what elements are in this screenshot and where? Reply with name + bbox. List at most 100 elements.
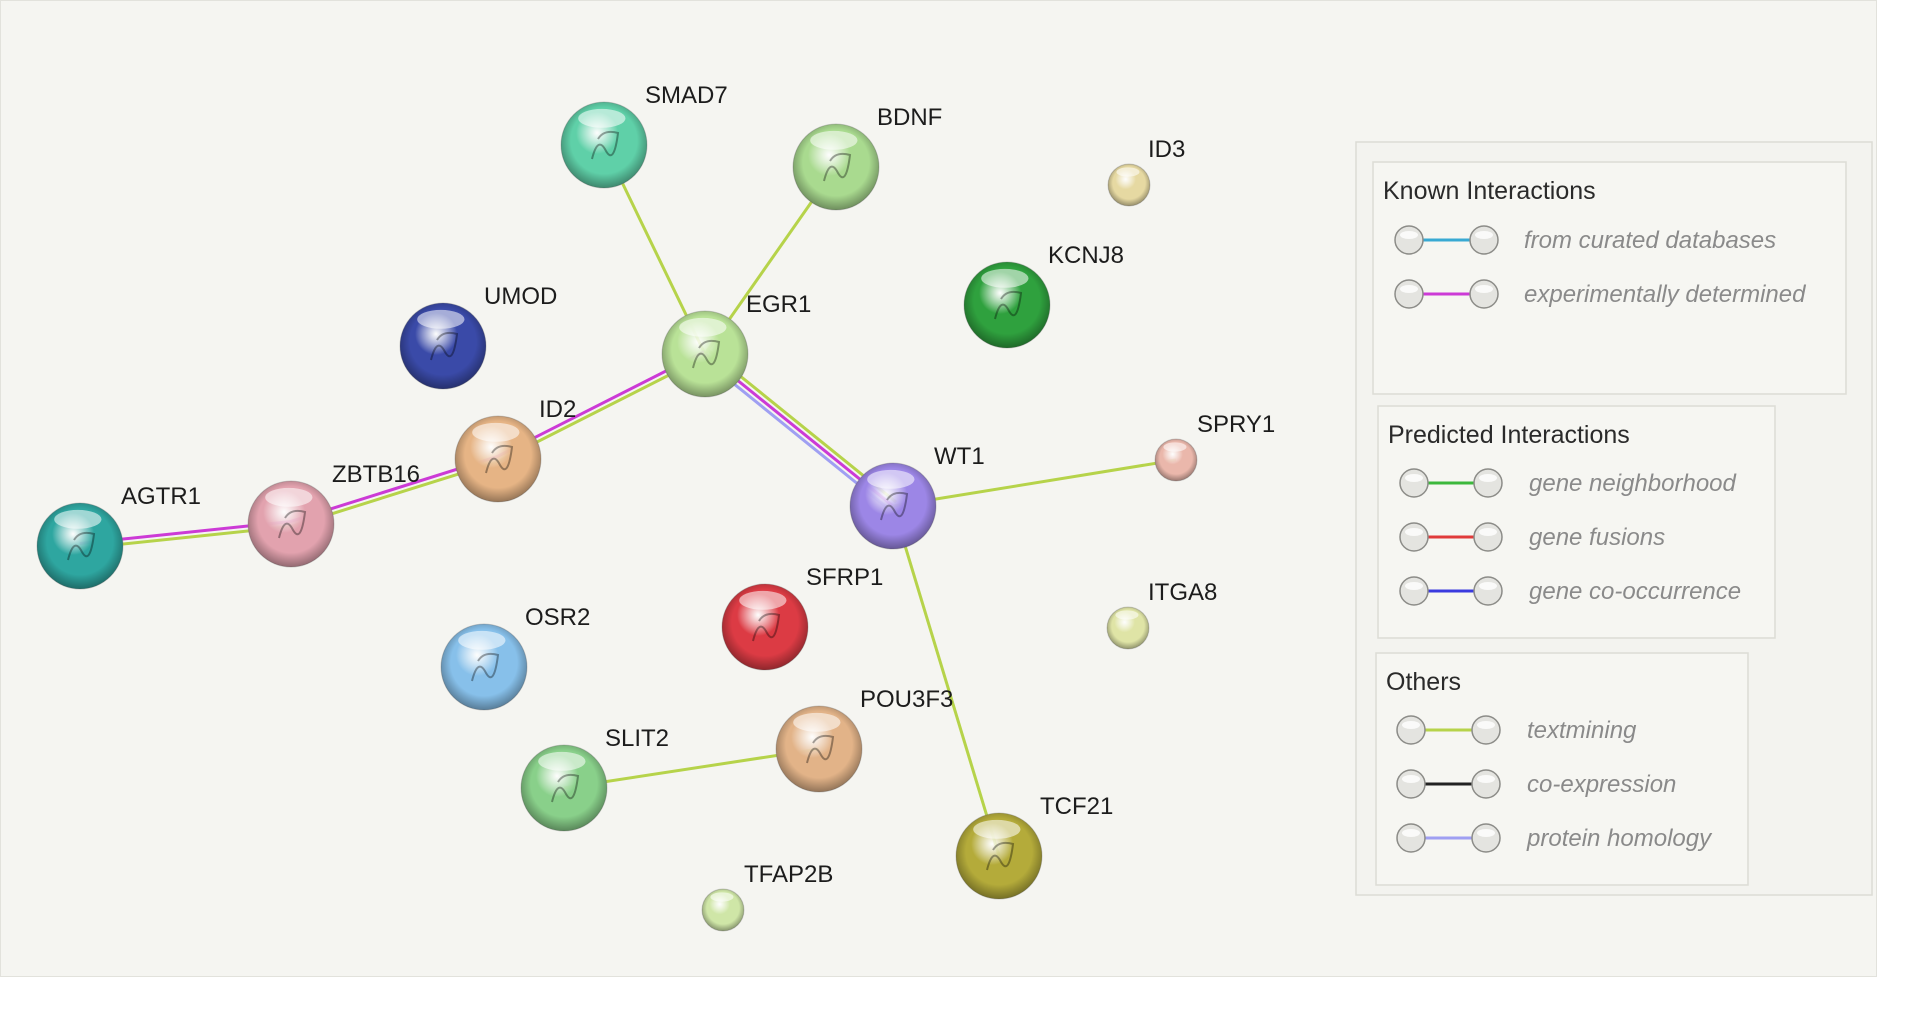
legend-item-label: experimentally determined bbox=[1524, 281, 1806, 308]
node-spry1[interactable]: SPRY1 bbox=[1154, 411, 1275, 482]
protein-structure-icon bbox=[986, 841, 1015, 871]
node-bdnf[interactable]: BDNF bbox=[792, 104, 942, 211]
legend-node-icon bbox=[1399, 522, 1429, 552]
legend-node-highlight bbox=[1479, 474, 1497, 482]
node-label: ID3 bbox=[1148, 136, 1185, 163]
node-highlight bbox=[973, 819, 1021, 839]
node-label: BDNF bbox=[877, 104, 942, 131]
node-label: SLIT2 bbox=[605, 725, 669, 752]
legend-item-label: gene fusions bbox=[1529, 524, 1665, 551]
legend-node-highlight bbox=[1475, 231, 1493, 239]
node-tcf21[interactable]: TCF21 bbox=[955, 793, 1113, 900]
node-label: SMAD7 bbox=[645, 82, 728, 109]
node-label: UMOD bbox=[484, 283, 557, 310]
edge-line-textmining bbox=[891, 505, 1001, 857]
legend-node-icon bbox=[1396, 823, 1426, 853]
node-osr2[interactable]: OSR2 bbox=[440, 604, 590, 711]
legend-node-icon bbox=[1399, 468, 1429, 498]
node-agtr1[interactable]: AGTR1 bbox=[36, 483, 201, 590]
protein-structure-icon bbox=[823, 152, 852, 182]
node-pou3f3[interactable]: POU3F3 bbox=[775, 686, 953, 793]
legend-group-predicted: Predicted Interactions gene neighborhood… bbox=[1377, 405, 1776, 639]
node-label: SPRY1 bbox=[1197, 411, 1275, 438]
node-highlight bbox=[710, 892, 734, 902]
legend-node-icon bbox=[1399, 576, 1429, 606]
node-highlight bbox=[54, 509, 102, 529]
node-id2[interactable]: ID2 bbox=[454, 396, 576, 503]
node-tfap2b[interactable]: TFAP2B bbox=[701, 861, 833, 932]
legend-item: gene neighborhood bbox=[1399, 468, 1737, 498]
node-layer: SMAD7 BDNF ID3 KCNJ8 UMOD EGR1 ID2 SPRY1 AGTR1 ZB… bbox=[36, 82, 1275, 932]
legend-items-predicted: gene neighborhood gene fusions gene co-occ… bbox=[1399, 468, 1741, 606]
legend-item-label: from curated databases bbox=[1524, 227, 1776, 254]
legend-item: gene co-occurrence bbox=[1399, 576, 1741, 606]
legend-node-icon bbox=[1396, 715, 1426, 745]
node-egr1[interactable]: EGR1 bbox=[661, 291, 811, 398]
edge-line-textmining bbox=[892, 458, 1177, 508]
legend-box-predicted bbox=[1377, 405, 1776, 639]
legend-items-known: from curated databases experimentally det… bbox=[1394, 225, 1806, 309]
legend-item-label: gene co-occurrence bbox=[1529, 578, 1741, 605]
protein-structure-icon bbox=[692, 339, 721, 369]
node-label: ZBTB16 bbox=[332, 461, 420, 488]
legend-item: experimentally determined bbox=[1394, 279, 1806, 309]
legend-node-highlight bbox=[1475, 285, 1493, 293]
node-label: TCF21 bbox=[1040, 793, 1113, 820]
node-id3[interactable]: ID3 bbox=[1107, 136, 1185, 207]
node-highlight bbox=[679, 317, 727, 337]
legend-box-others bbox=[1375, 652, 1749, 886]
node-label: ITGA8 bbox=[1148, 579, 1217, 606]
protein-structure-icon bbox=[591, 130, 620, 160]
legend-node-highlight bbox=[1400, 231, 1418, 239]
legend-title-known: Known Interactions bbox=[1383, 177, 1596, 205]
node-itga8[interactable]: ITGA8 bbox=[1106, 579, 1217, 650]
legend-item: textmining bbox=[1396, 715, 1637, 745]
node-kcnj8[interactable]: KCNJ8 bbox=[963, 242, 1124, 349]
legend-item: from curated databases bbox=[1394, 225, 1776, 255]
legend-item-label: protein homology bbox=[1526, 825, 1713, 852]
node-highlight bbox=[810, 130, 858, 150]
legend-item-label: textmining bbox=[1527, 717, 1637, 744]
legend-node-icon bbox=[1471, 769, 1501, 799]
legend-node-highlight bbox=[1400, 285, 1418, 293]
node-slit2[interactable]: SLIT2 bbox=[520, 725, 669, 832]
node-highlight bbox=[1116, 167, 1140, 177]
node-highlight bbox=[793, 712, 841, 732]
node-sfrp1[interactable]: SFRP1 bbox=[721, 564, 883, 671]
protein-structure-icon bbox=[806, 734, 835, 764]
protein-structure-icon bbox=[551, 773, 580, 803]
node-highlight bbox=[265, 487, 313, 507]
node-highlight bbox=[417, 309, 465, 329]
protein-structure-icon bbox=[880, 491, 909, 521]
legend-group-others: Others textmining co-expression protein ho… bbox=[1375, 652, 1749, 886]
protein-structure-icon bbox=[485, 444, 514, 474]
legend-node-icon bbox=[1473, 468, 1503, 498]
node-umod[interactable]: UMOD bbox=[399, 283, 557, 390]
edge-wt1-spry1[interactable] bbox=[892, 458, 1177, 508]
legend-node-icon bbox=[1394, 279, 1424, 309]
protein-structure-icon bbox=[752, 612, 781, 642]
legend-node-highlight bbox=[1402, 829, 1420, 837]
protein-structure-icon bbox=[278, 509, 307, 539]
legend-group-known: Known Interactions from curated database… bbox=[1372, 161, 1847, 395]
legend-title-predicted: Predicted Interactions bbox=[1388, 421, 1630, 449]
node-highlight bbox=[578, 108, 626, 128]
legend-item: protein homology bbox=[1396, 823, 1713, 853]
legend-item-label: gene neighborhood bbox=[1529, 470, 1737, 497]
legend-node-highlight bbox=[1477, 775, 1495, 783]
node-zbtb16[interactable]: ZBTB16 bbox=[247, 461, 420, 568]
edge-wt1-tcf21[interactable] bbox=[891, 505, 1001, 857]
node-label: TFAP2B bbox=[744, 861, 833, 888]
node-wt1[interactable]: WT1 bbox=[849, 443, 985, 550]
node-smad7[interactable]: SMAD7 bbox=[560, 82, 728, 189]
legend-node-highlight bbox=[1477, 721, 1495, 729]
node-label: KCNJ8 bbox=[1048, 242, 1124, 269]
legend-node-icon bbox=[1394, 225, 1424, 255]
legend-node-highlight bbox=[1405, 582, 1423, 590]
legend-node-icon bbox=[1469, 279, 1499, 309]
legend-node-highlight bbox=[1479, 582, 1497, 590]
node-highlight bbox=[538, 751, 586, 771]
legend-node-highlight bbox=[1405, 474, 1423, 482]
